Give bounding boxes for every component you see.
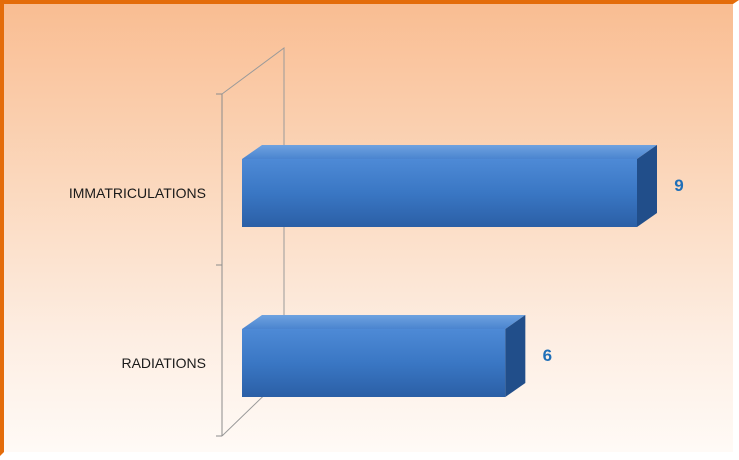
category-label: RADIATIONS: [121, 355, 206, 371]
bar-group-radiations: RADIATIONS 6: [121, 315, 552, 397]
bar-chart: RADIATIONS 6 IMMATRICULATIONS 9: [69, 47, 684, 437]
data-label: 9: [674, 176, 683, 195]
data-label: 6: [543, 346, 552, 365]
bar-side-face: [505, 315, 526, 397]
bar-top-face: [242, 145, 657, 159]
bar: [242, 159, 637, 227]
bar: [242, 329, 506, 397]
bar-top-face: [242, 315, 526, 329]
bar-side-face: [637, 145, 657, 227]
bar-group-immatriculations: IMMATRICULATIONS 9: [69, 145, 684, 227]
category-label: IMMATRICULATIONS: [69, 185, 206, 201]
